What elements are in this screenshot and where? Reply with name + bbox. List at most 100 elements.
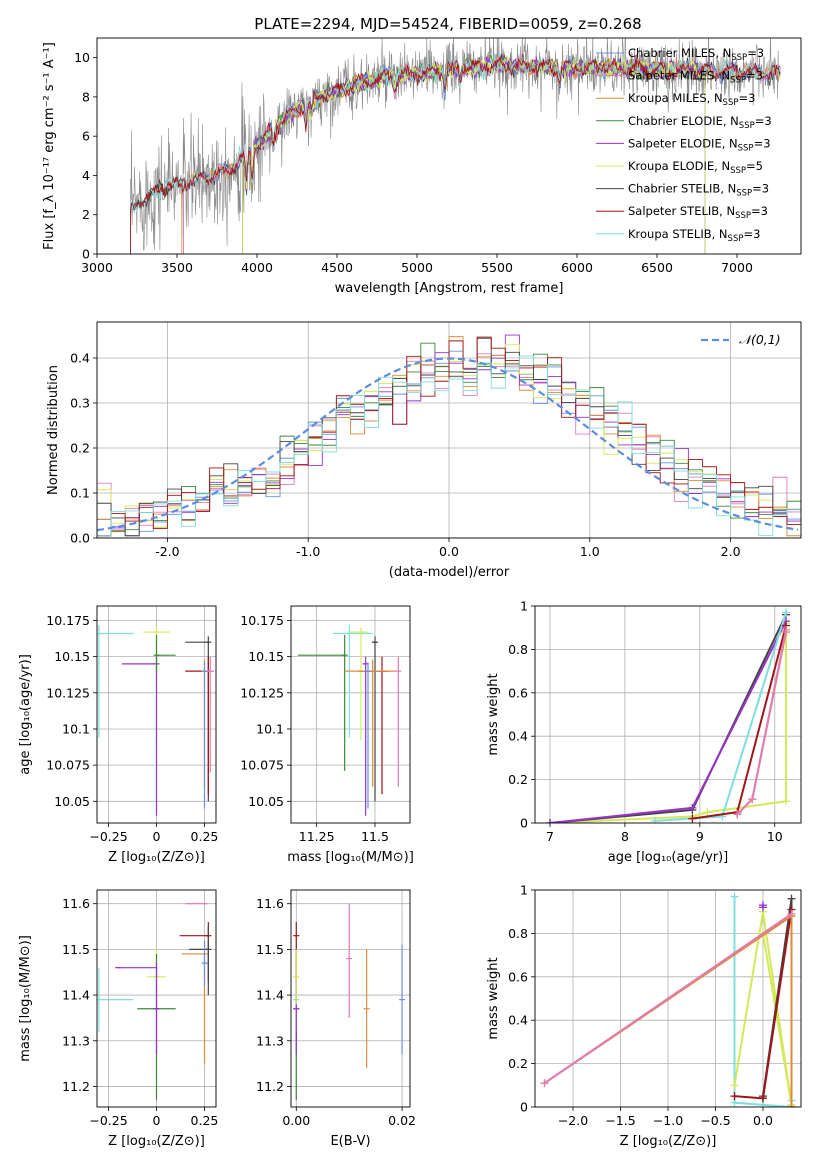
y-tick-label: 11.2 (62, 1079, 90, 1094)
legend-label-tail: =3 (755, 114, 772, 128)
weight-series-line (549, 614, 787, 823)
age-vs-mass-xlabel: mass [log₁₀(M/M⊙)] (287, 850, 414, 865)
weight-vs-age-plot-area (535, 606, 801, 823)
x-tick-label: 0 (153, 1113, 161, 1128)
y-tick-label: 0.0 (70, 531, 90, 546)
y-tick-label: 11.6 (256, 896, 284, 911)
legend-label-sub: SSP (728, 234, 744, 244)
weight-vs-age-ylabel: mass weight (486, 673, 501, 755)
y-tick-label: 0.2 (70, 441, 90, 456)
x-tick-label: 0.0 (439, 544, 459, 559)
legend-label-sub: SSP (739, 121, 755, 131)
normal-curve (97, 357, 799, 532)
y-tick-label: 11.2 (256, 1079, 284, 1094)
x-tick-label: −0.5 (700, 1113, 730, 1128)
legend-label-sub: SSP (731, 53, 747, 63)
model-spectrum-line (130, 53, 781, 254)
y-tick-label: 10.075 (240, 758, 284, 773)
y-tick-label: 11.3 (256, 1033, 284, 1048)
weight-vs-age-panel: 7 8 9 10 0 0.2 0.4 0.6 0.8 1 age [log₁₀(age/yr)] ma… (486, 599, 802, 865)
x-tick-label: 4500 (321, 260, 353, 275)
legend-label-tail: =3 (752, 182, 769, 196)
x-tick-label: −0.25 (89, 829, 127, 844)
y-tick-label: 11.4 (62, 988, 90, 1003)
spectrum-xlabel: wavelength [Angstrom, rest frame] (335, 281, 564, 296)
model-spectrum-line (242, 56, 706, 254)
legend-label: Salpeter ELODIE, NSSP=3 (628, 136, 771, 153)
legend-label-sub: SSP (730, 76, 746, 86)
legend-label-text: Kroupa STELIB, N (628, 227, 728, 241)
legend-label-sub: SSP (730, 166, 746, 176)
mass-vs-EBV-plot-area (291, 890, 410, 1107)
y-tick-label: 10.125 (240, 685, 284, 700)
x-tick-label: 3000 (81, 260, 113, 275)
weight-vs-Z-xlabel: Z [log₁₀(Z/Z⊙)] (620, 1134, 717, 1149)
legend-label-tail: =3 (738, 91, 755, 105)
y-tick-label: 10.15 (248, 649, 284, 664)
legend-label: Chabrier MILES, NSSP=3 (628, 46, 764, 63)
y-tick-label: 10.1 (62, 721, 90, 736)
axes-frame (96, 37, 802, 255)
age-vs-mass-panel: 11.25 11.5 10.05 10.075 10.1 10.125 10.15 10.17… (240, 605, 414, 865)
y-tick-label: 11.4 (256, 988, 284, 1003)
y-tick-label: 2 (82, 207, 90, 222)
y-tick-label: 10.1 (256, 721, 284, 736)
model-spectrum-line (130, 53, 781, 254)
y-tick-label: 10 (74, 50, 90, 65)
axes-frame (534, 605, 802, 824)
x-tick-label: 0.25 (191, 1113, 219, 1128)
x-tick-label: 10 (767, 829, 783, 844)
y-tick-label: 0.3 (70, 396, 90, 411)
x-tick-label: 0.0 (753, 1113, 773, 1128)
y-tick-label: 10.125 (46, 685, 90, 700)
legend-label-tail: =5 (746, 159, 763, 173)
x-tick-label: 0.00 (282, 1113, 310, 1128)
y-tick-label: 1 (520, 883, 528, 898)
mass-vs-Z-panel: −0.25 0 0.25 11.2 11.3 11.4 11.5 11.6 Z [log₁₀(Z… (18, 889, 219, 1149)
weight-vs-Z-ylabel: mass weight (486, 957, 501, 1039)
x-tick-label: 4000 (241, 260, 273, 275)
x-tick-label: 7000 (721, 260, 753, 275)
y-tick-label: 10.05 (54, 794, 90, 809)
weight-series-line (543, 913, 793, 1084)
model-spectrum-line (242, 56, 706, 254)
y-tick-label: 0.4 (70, 351, 90, 366)
legend-label-text: Kroupa MILES, N (628, 91, 723, 105)
axes-frame (96, 889, 217, 1108)
model-spectrum-line (182, 55, 781, 254)
weight-series-line (654, 612, 787, 822)
legend-label-tail: =3 (751, 204, 768, 218)
legend-label-text: Salpeter STELIB, N (628, 204, 735, 218)
legend-label-text: Chabrier ELODIE, N (628, 114, 739, 128)
age-vs-Z-plot-area (97, 606, 216, 823)
y-tick-label: 0.8 (508, 642, 528, 657)
legend-label-text: Salpeter MILES, N (628, 69, 730, 83)
mass-vs-Z-xlabel: Z [log₁₀(Z/Z⊙)] (108, 1134, 205, 1149)
spectrum-ylabel: Flux [f_λ 10⁻¹⁷ erg cm⁻² s⁻¹ A⁻¹] (42, 42, 57, 250)
x-tick-label: 5000 (401, 260, 433, 275)
residuals-xlabel: (data-model)/error (389, 565, 510, 580)
legend-label: 𝒩(0,1) (739, 332, 781, 347)
legend-label-tail: =3 (747, 46, 764, 60)
mass-vs-EBV-xlabel: E(B-V) (330, 1134, 370, 1149)
mass-vs-EBV-panel: 0.00 0.02 11.2 11.3 11.4 11.5 11.6 E(B-V) (256, 889, 416, 1149)
x-tick-label: 6000 (561, 260, 593, 275)
y-tick-label: 11.5 (256, 942, 284, 957)
legend-label-tail: =3 (754, 136, 771, 150)
weight-vs-age-xlabel: age [log₁₀(age/yr)] (608, 850, 729, 865)
x-tick-label: 11.25 (299, 829, 335, 844)
y-tick-label: 0.4 (508, 729, 528, 744)
legend-label-tail: =3 (743, 227, 760, 241)
legend-label: Salpeter MILES, NSSP=3 (628, 69, 763, 86)
age-vs-Z-xlabel: Z [log₁₀(Z/Z⊙)] (108, 850, 205, 865)
model-spectrum-line (242, 55, 706, 254)
age-vs-Z-panel: −0.25 0 0.25 10.05 10.075 10.1 10.125 10.15 10.1… (18, 605, 218, 865)
x-tick-label: 0.02 (388, 1113, 416, 1128)
legend-label: Kroupa MILES, NSSP=3 (628, 91, 755, 108)
x-tick-label: 2.0 (721, 544, 741, 559)
y-tick-label: 0.2 (508, 1056, 528, 1071)
y-tick-label: 10.05 (248, 794, 284, 809)
y-tick-label: 11.5 (62, 942, 90, 957)
y-tick-label: 11.6 (62, 896, 90, 911)
